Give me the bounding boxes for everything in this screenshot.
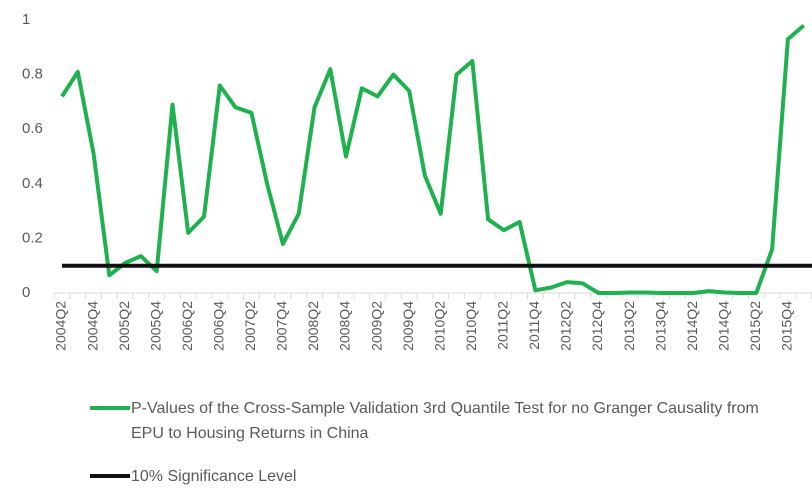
legend-label: 10% Significance Level [131, 468, 297, 485]
legend-swatch [90, 474, 130, 478]
x-tick-label: 2012Q4 [589, 301, 605, 351]
x-tick-label: 2010Q2 [431, 301, 447, 351]
x-tick-label: 2009Q4 [400, 301, 416, 351]
x-tick-label: 2006Q2 [179, 301, 195, 351]
x-tick-label: 2005Q4 [147, 301, 163, 351]
x-tick-label: 2016Q2 [810, 301, 812, 351]
x-tick-label: 2008Q2 [305, 301, 321, 351]
legend-swatch [90, 406, 130, 410]
x-tick-label: 2014Q2 [684, 301, 700, 351]
y-tick-label: 0.2 [22, 229, 43, 246]
x-tick-label: 2004Q4 [84, 301, 100, 351]
x-tick-label: 2014Q4 [715, 301, 731, 351]
legend-label: P-Values of the Cross-Sample Validation … [131, 400, 759, 442]
x-tick-label: 2015Q4 [779, 301, 795, 351]
x-tick-label: 2004Q2 [53, 301, 69, 351]
y-tick-label: 0 [22, 284, 30, 301]
x-tick-label: 2011Q4 [526, 301, 542, 350]
x-tick-label: 2013Q2 [621, 301, 637, 351]
y-tick-label: 1 [22, 11, 30, 28]
x-tick-label: 2013Q4 [652, 301, 668, 351]
x-tick-label: 2015Q2 [747, 301, 763, 351]
x-tick-label: 2008Q4 [337, 301, 353, 351]
series-line [60, 23, 806, 295]
y-tick-label: 0.8 [22, 66, 43, 83]
x-tick-label: 2007Q4 [274, 301, 290, 351]
y-tick-label: 0.4 [22, 175, 43, 192]
x-tick-label: 2005Q2 [116, 301, 132, 351]
x-tick-label: 2010Q4 [463, 301, 479, 351]
y-tick-label: 0.6 [22, 120, 43, 137]
x-tick-label: 2011Q2 [495, 301, 511, 350]
x-tick-label: 2009Q2 [368, 301, 384, 351]
x-tick-label: 2006Q4 [211, 301, 227, 351]
x-tick-label: 2012Q2 [558, 301, 574, 351]
x-tick-label: 2007Q2 [242, 301, 258, 351]
